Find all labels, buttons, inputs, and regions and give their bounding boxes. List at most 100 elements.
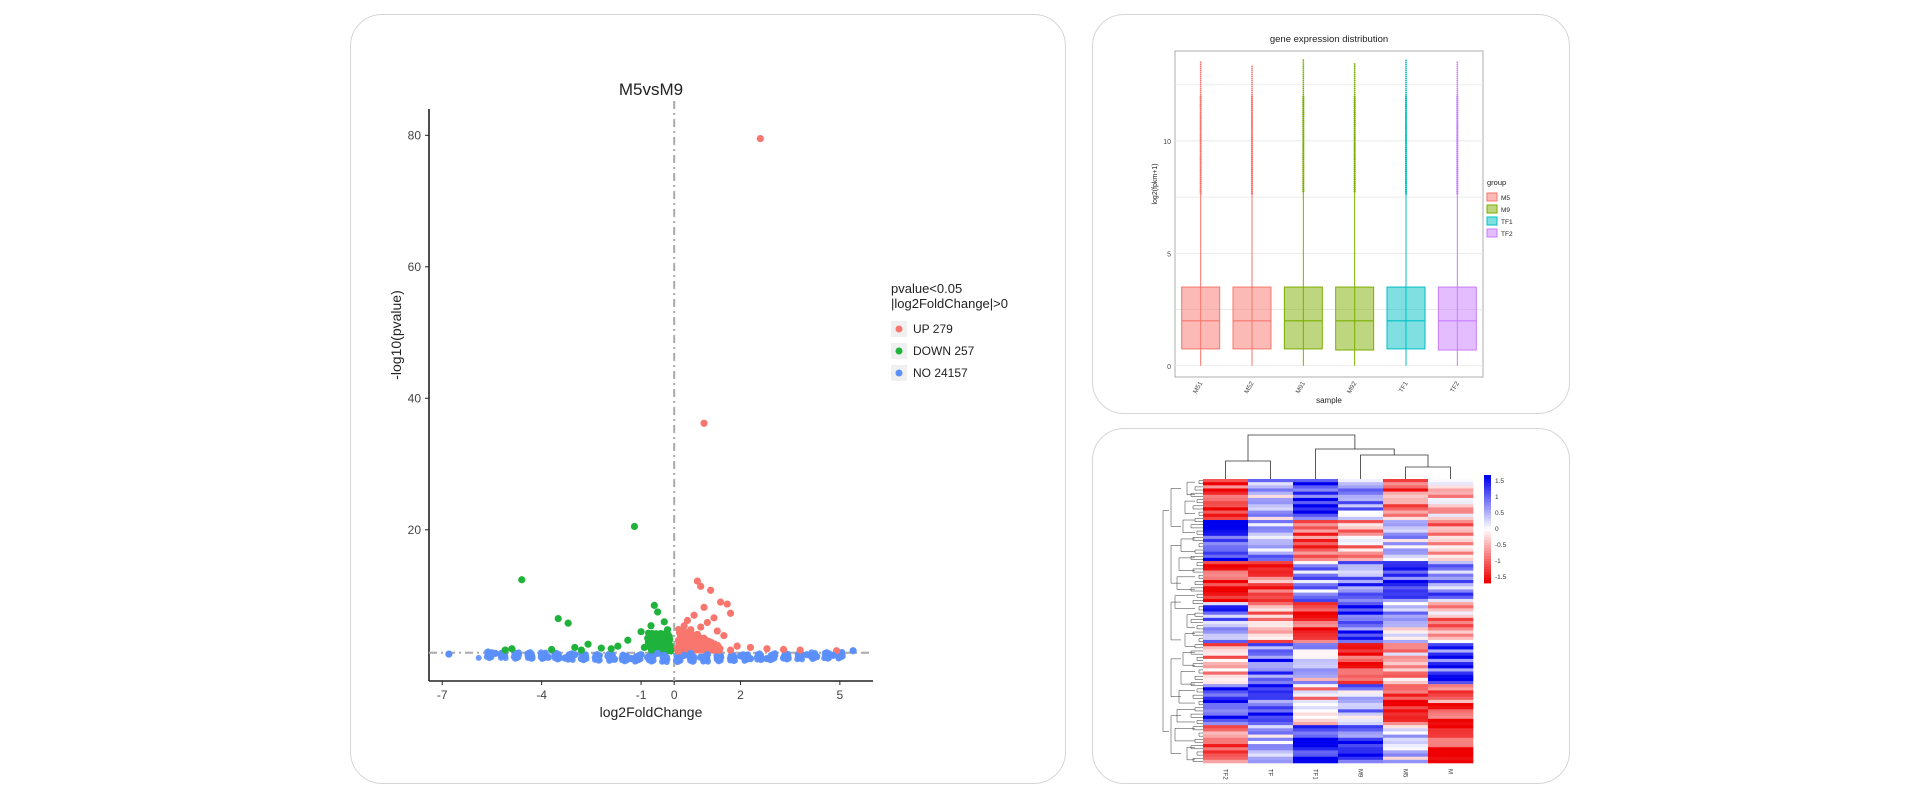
color-scale-step bbox=[1484, 572, 1491, 576]
heatmap-cell bbox=[1428, 750, 1474, 754]
box-outlier bbox=[1353, 170, 1356, 173]
heatmap-cell bbox=[1293, 617, 1339, 622]
heatmap-cell bbox=[1293, 699, 1339, 704]
heatmap-cell bbox=[1293, 693, 1339, 698]
boxplot-card: gene expression distribution 0 5 10 log2(fpk… bbox=[1092, 14, 1570, 414]
box-outlier bbox=[1199, 79, 1202, 82]
heatmap-cell bbox=[1293, 595, 1339, 600]
heatmap-cell bbox=[1383, 636, 1429, 641]
box-outlier bbox=[1456, 138, 1459, 141]
heatmap-cell bbox=[1383, 605, 1429, 609]
heatmap-cell bbox=[1338, 554, 1384, 559]
box-outlier bbox=[1250, 109, 1254, 112]
heatmap-cell bbox=[1338, 693, 1384, 698]
box-outlier bbox=[1353, 182, 1356, 185]
legend-label-down: DOWN 257 bbox=[913, 344, 975, 358]
data-point-up bbox=[763, 645, 771, 653]
plot-panel bbox=[1174, 50, 1484, 378]
color-scale-step bbox=[1484, 488, 1491, 492]
box-body bbox=[1437, 286, 1477, 351]
heatmap-cell bbox=[1338, 725, 1384, 729]
heatmap-cell bbox=[1428, 586, 1474, 590]
box-body bbox=[1386, 286, 1426, 350]
heatmap-cell bbox=[1428, 693, 1474, 698]
data-point-down bbox=[518, 576, 526, 584]
heatmap-cell bbox=[1338, 491, 1384, 496]
heatmap-cell bbox=[1383, 583, 1429, 587]
heatmap-cell bbox=[1383, 551, 1429, 556]
heatmap-cell bbox=[1248, 570, 1294, 574]
heatmap-cell bbox=[1248, 718, 1294, 723]
data-point-no bbox=[730, 655, 738, 663]
data-point-down bbox=[647, 622, 655, 630]
box-outlier bbox=[1456, 133, 1459, 137]
heatmap-cell bbox=[1428, 510, 1474, 515]
heatmap-cell bbox=[1293, 485, 1339, 489]
data-point-up bbox=[673, 644, 682, 652]
box-outlier bbox=[1251, 69, 1253, 72]
box-outlier bbox=[1302, 174, 1305, 177]
heatmap-cell bbox=[1383, 662, 1429, 666]
heatmap-cell bbox=[1203, 520, 1249, 524]
heatmap-cell bbox=[1203, 715, 1249, 720]
box-outlier bbox=[1405, 85, 1407, 88]
heatmap-cell bbox=[1383, 712, 1429, 716]
heatmap-cell bbox=[1203, 709, 1249, 713]
heatmap-cell bbox=[1203, 526, 1249, 530]
data-point-no bbox=[813, 653, 821, 661]
heatmap-cell bbox=[1338, 665, 1384, 669]
heatmap-cell bbox=[1248, 753, 1294, 757]
heatmap-cell bbox=[1248, 583, 1294, 587]
heatmap-cell bbox=[1293, 633, 1339, 638]
data-point-up bbox=[700, 603, 708, 611]
heatmap-cell bbox=[1383, 674, 1429, 679]
box-outlier bbox=[1251, 73, 1253, 76]
box-outlier bbox=[1251, 81, 1253, 84]
box-body bbox=[1181, 286, 1221, 350]
heatmap-cell bbox=[1248, 611, 1294, 615]
box-outlier bbox=[1250, 188, 1254, 191]
color-scale-step bbox=[1484, 499, 1491, 503]
box-M92 bbox=[1335, 63, 1375, 366]
heatmap-cell bbox=[1203, 567, 1249, 571]
heatmap-cell bbox=[1203, 608, 1249, 612]
data-point-no bbox=[713, 655, 721, 663]
legend-label-m5: M5 bbox=[1501, 195, 1510, 202]
heatmap-cell bbox=[1338, 602, 1384, 606]
heatmap-cell bbox=[1293, 542, 1339, 546]
heatmap-cell bbox=[1293, 747, 1339, 751]
heatmap-cell bbox=[1338, 589, 1384, 593]
box-outlier bbox=[1353, 91, 1356, 94]
box-outlier bbox=[1456, 121, 1459, 125]
box-outlier bbox=[1199, 65, 1202, 68]
heatmap-cell bbox=[1248, 592, 1294, 597]
box-outlier bbox=[1302, 83, 1305, 86]
box-outlier bbox=[1302, 113, 1305, 116]
heatmap-cell bbox=[1428, 706, 1474, 710]
box-outlier bbox=[1353, 93, 1356, 96]
heatmap-cell bbox=[1248, 658, 1294, 663]
heatmap-cell bbox=[1248, 655, 1294, 660]
box-outlier bbox=[1353, 147, 1356, 151]
data-point-up bbox=[703, 618, 711, 627]
heatmap-cell bbox=[1383, 617, 1429, 622]
heatmap-cell bbox=[1203, 680, 1249, 685]
box-outlier bbox=[1199, 172, 1202, 175]
box-outlier bbox=[1405, 77, 1407, 80]
box-outlier bbox=[1456, 182, 1459, 185]
heatmap-cell bbox=[1248, 510, 1294, 515]
color-scale-label: 0.5 bbox=[1495, 510, 1504, 517]
heatmap-cell bbox=[1338, 513, 1384, 518]
heatmap-cell bbox=[1203, 529, 1249, 533]
heatmap-cell bbox=[1383, 690, 1429, 694]
heatmap-cell bbox=[1203, 753, 1249, 757]
color-scale-step bbox=[1484, 574, 1491, 578]
box-outlier bbox=[1456, 101, 1459, 104]
heatmap-cell bbox=[1428, 494, 1474, 499]
box-outlier bbox=[1250, 115, 1254, 118]
box-outlier bbox=[1302, 109, 1305, 112]
heatmap-cell bbox=[1428, 513, 1474, 518]
heatmap-cell bbox=[1248, 712, 1294, 716]
data-point-no bbox=[475, 654, 482, 661]
box-outlier bbox=[1404, 144, 1408, 147]
